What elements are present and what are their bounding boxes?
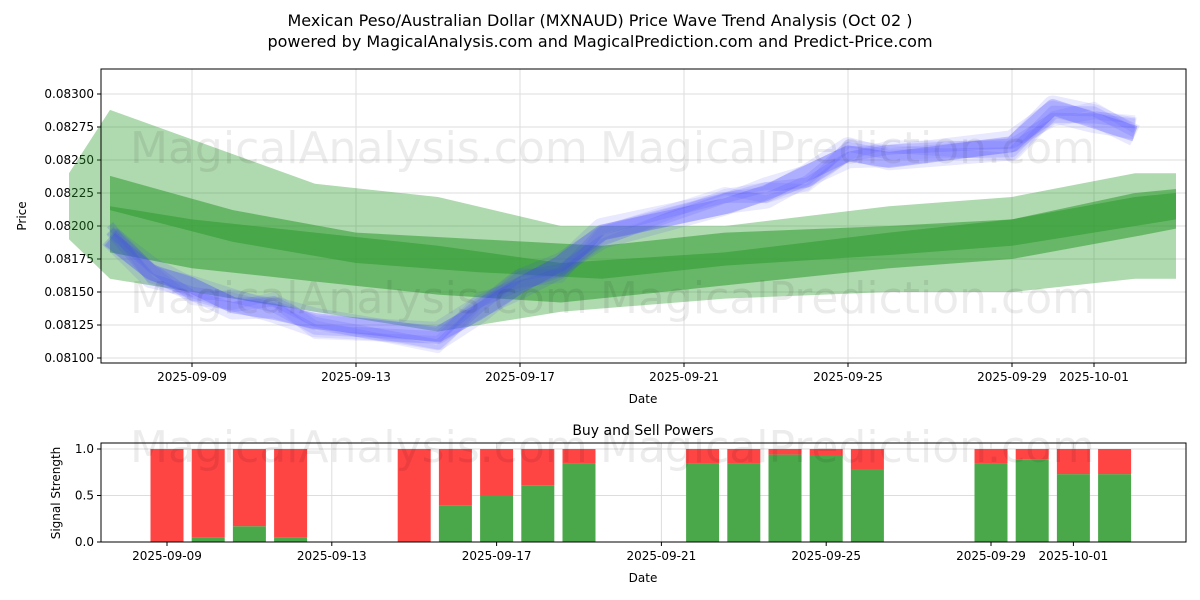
sell-bar — [1056, 449, 1090, 475]
y-tick-label: 0.08275 — [44, 120, 94, 134]
sell-bar — [480, 449, 514, 496]
sell-bar — [1098, 449, 1132, 475]
y-tick-label: 0.5 — [75, 489, 94, 503]
sell-bar — [768, 449, 802, 455]
subplot-title: Buy and Sell Powers — [572, 423, 713, 439]
sell-bar — [562, 449, 596, 464]
buy-bar — [438, 505, 472, 542]
sell-bar — [1015, 449, 1049, 460]
signal-chart: 0.0 0.5 1.0 2025-09-09 2025-09-13 2025-09-17 2… — [49, 423, 1187, 585]
watermark: MagicalAnalysis.com — [130, 123, 588, 174]
sell-bar — [191, 449, 225, 538]
sell-bar — [150, 449, 184, 542]
chart-title: Mexican Peso/Australian Dollar (MXNAUD) … — [288, 11, 913, 30]
buy-bar — [232, 526, 266, 542]
blue-wave-line — [106, 112, 1136, 350]
sell-bar — [974, 449, 1008, 464]
y-tick-label: 0.08200 — [44, 219, 94, 233]
price-chart: 0.08100 0.08125 0.08150 0.08175 0.08200 0.082… — [15, 68, 1187, 406]
buy-bar — [1015, 459, 1049, 542]
y-tick-label: 1.0 — [75, 442, 94, 456]
plot-frame — [100, 442, 1187, 543]
buy-bar — [562, 463, 596, 542]
watermark: MagicalAnalysis.com — [130, 273, 588, 324]
x-tick-label: 2025-09-17 — [462, 549, 532, 563]
watermark: MagicalPrediction.com — [600, 273, 1095, 324]
blue-wave-line — [102, 95, 1140, 344]
x-axis-label: Date — [629, 392, 658, 406]
y-axis-label: Signal Strength — [49, 447, 63, 540]
y-tick-label: 0.08250 — [44, 153, 94, 167]
x-tick-label: 2025-10-01 — [1059, 370, 1129, 384]
x-axis-label: Date — [629, 571, 658, 585]
x-tick-label: 2025-09-17 — [485, 370, 555, 384]
blue-wave-line — [107, 111, 1136, 354]
sell-bar — [438, 449, 472, 506]
x-tick-label: 2025-09-09 — [132, 549, 202, 563]
buy-bar — [727, 463, 761, 542]
blue-wave-line — [106, 105, 1138, 342]
buy-bar — [480, 495, 514, 542]
watermark: MagicalPrediction.com — [600, 422, 1095, 473]
buy-bar — [850, 469, 884, 542]
buy-bar — [809, 455, 843, 542]
buy-bar — [768, 454, 802, 542]
y-tick-label: 0.08300 — [44, 87, 94, 101]
sell-bar — [397, 449, 431, 542]
sell-bar — [232, 449, 266, 527]
buy-bar — [1098, 474, 1132, 542]
blue-wave-line — [104, 99, 1138, 343]
x-tick-label: 2025-09-29 — [977, 370, 1047, 384]
plot-frame — [100, 68, 1187, 364]
buy-bar — [686, 463, 720, 542]
x-tick-label: 2025-09-21 — [627, 549, 697, 563]
buy-bar — [521, 485, 555, 542]
buy-bar — [1056, 474, 1090, 542]
sell-bar — [274, 449, 308, 538]
y-axis-label: Price — [15, 201, 29, 230]
sell-bar — [727, 449, 761, 464]
sell-bar — [686, 449, 720, 464]
x-tick-label: 2025-09-25 — [791, 549, 861, 563]
buy-bar — [274, 537, 308, 542]
chart-subtitle: powered by MagicalAnalysis.com and Magic… — [267, 32, 932, 51]
buy-bar — [974, 463, 1008, 542]
x-tick-label: 2025-09-13 — [297, 549, 367, 563]
sell-bar — [850, 449, 884, 470]
y-tick-label: 0.08225 — [44, 186, 94, 200]
x-tick-label: 2025-09-29 — [956, 549, 1026, 563]
x-tick-label: 2025-09-13 — [321, 370, 391, 384]
blue-wave-line — [103, 100, 1137, 351]
blue-wave-line — [106, 101, 1138, 344]
y-tick-label: 0.0 — [75, 535, 94, 549]
x-tick-label: 2025-10-01 — [1039, 549, 1109, 563]
green-band — [110, 175, 1176, 279]
y-tick-label: 0.08175 — [44, 252, 94, 266]
sell-bar — [809, 449, 843, 456]
y-tick-label: 0.08100 — [44, 351, 94, 365]
green-band — [110, 189, 1176, 303]
x-tick-label: 2025-09-09 — [157, 370, 227, 384]
x-tick-label: 2025-09-25 — [813, 370, 883, 384]
sell-bar — [521, 449, 555, 486]
buy-bar — [191, 537, 225, 542]
watermark: MagicalAnalysis.com — [130, 422, 588, 473]
watermark: MagicalPrediction.com — [600, 123, 1095, 174]
y-tick-label: 0.08150 — [44, 285, 94, 299]
y-tick-label: 0.08125 — [44, 318, 94, 332]
x-tick-label: 2025-09-21 — [649, 370, 719, 384]
